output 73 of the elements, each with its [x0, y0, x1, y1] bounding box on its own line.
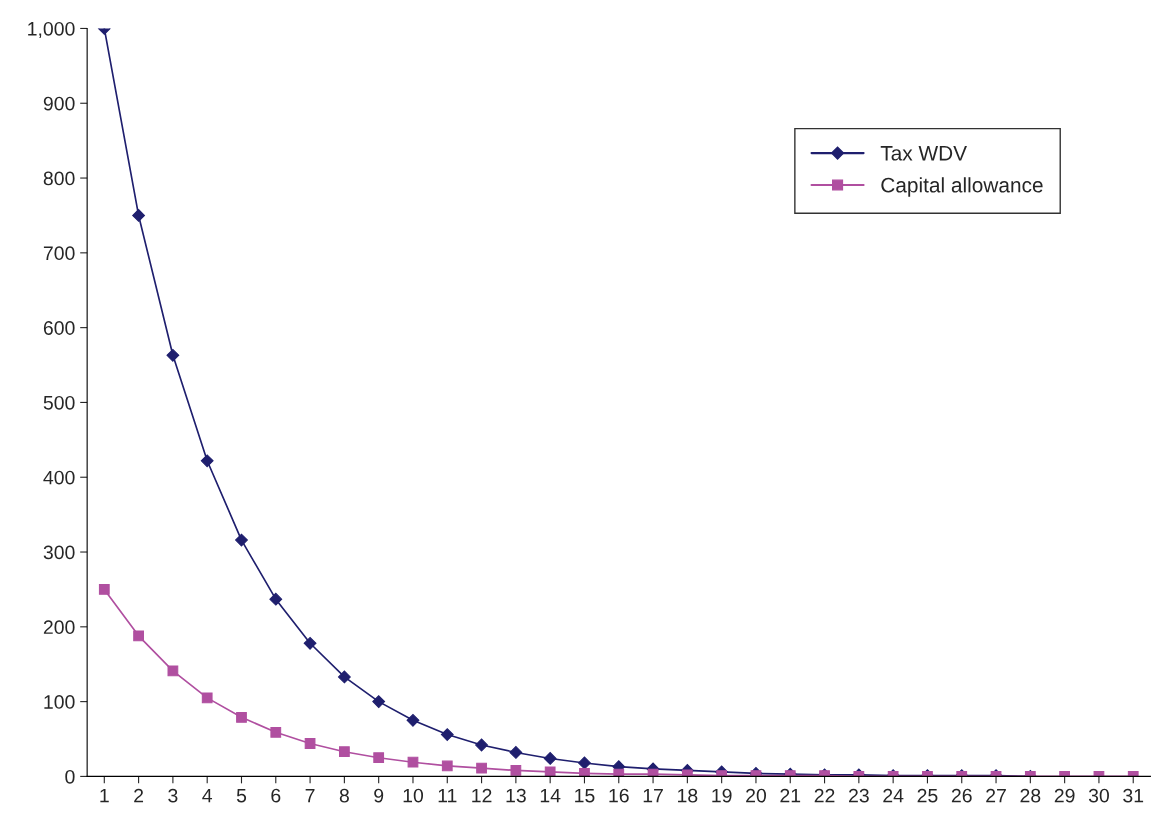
- point: [510, 765, 522, 776]
- point: [269, 592, 283, 606]
- x-tick-label: 7: [305, 788, 315, 803]
- point: [475, 738, 488, 752]
- point: [132, 209, 146, 222]
- point: [304, 738, 316, 749]
- y-tick-label: 600: [43, 321, 75, 335]
- x-tick-label: 10: [403, 788, 424, 803]
- x-tick-label: 21: [780, 788, 801, 803]
- point: [337, 670, 351, 684]
- x-tick-label: 12: [472, 788, 492, 803]
- y-tick-label: 100: [44, 695, 75, 709]
- point: [303, 636, 317, 650]
- point: [407, 756, 419, 768]
- legend-label: Capital allowance: [881, 177, 1043, 197]
- x-tick-label: 31: [1123, 788, 1144, 803]
- point: [440, 728, 454, 741]
- x-tick-label: 6: [271, 788, 281, 803]
- point: [543, 752, 557, 765]
- legend-label: Tax WDV: [880, 146, 967, 161]
- x-tick-label: 26: [951, 788, 972, 803]
- x-tick-label: 17: [643, 788, 663, 803]
- x-tick-label: 11: [438, 788, 457, 803]
- y-tick-label: 400: [43, 470, 75, 485]
- y-tick-label: 1,000: [28, 21, 75, 38]
- point: [372, 695, 386, 709]
- x-tick-label: 28: [1020, 788, 1041, 803]
- x-tick-label: 24: [883, 788, 904, 803]
- y-tick-label: 800: [43, 171, 75, 186]
- x-tick-label: 27: [986, 788, 1006, 803]
- y-tick-label: 700: [43, 246, 75, 261]
- point: [133, 630, 144, 642]
- x-tick-label: 14: [540, 788, 561, 803]
- x-tick-label: 19: [712, 788, 732, 803]
- x-tick-label: 2: [134, 788, 144, 803]
- y-tick-label: 300: [43, 545, 75, 560]
- x-tick-label: 18: [678, 788, 698, 803]
- x-tick-label: 1: [100, 788, 109, 803]
- point: [236, 711, 247, 723]
- point: [98, 584, 110, 595]
- y-tick-label: 900: [43, 96, 75, 111]
- point: [578, 756, 591, 770]
- point: [200, 454, 214, 468]
- y-tick-label: 500: [43, 395, 75, 410]
- point: [544, 766, 556, 777]
- x-tick-label: 9: [374, 788, 384, 803]
- point: [509, 746, 523, 759]
- y-tick-label: 200: [43, 620, 75, 635]
- point: [613, 768, 625, 777]
- x-tick-label: 16: [609, 788, 629, 803]
- x-tick-label: 25: [917, 788, 938, 803]
- x-tick-label: 30: [1088, 788, 1109, 803]
- x-tick-label: 13: [506, 788, 526, 803]
- point: [339, 746, 350, 758]
- point: [235, 533, 248, 547]
- x-tick-label: 5: [236, 788, 247, 803]
- x-tick-label: 8: [339, 788, 349, 803]
- point: [441, 760, 453, 772]
- x-tick-label: 4: [202, 788, 213, 803]
- x-tick-label: 15: [575, 788, 595, 803]
- point: [406, 713, 420, 727]
- x-tick-label: 20: [746, 788, 767, 803]
- point: [373, 752, 385, 764]
- x-tick-label: 22: [814, 788, 835, 803]
- point: [270, 726, 282, 738]
- y-tick-label: 0: [65, 769, 75, 784]
- point: [579, 768, 590, 777]
- x-tick-label: 23: [849, 788, 869, 803]
- point: [476, 762, 487, 774]
- point: [201, 692, 213, 704]
- x-tick-label: 29: [1054, 788, 1075, 803]
- point: [166, 348, 180, 362]
- x-tick-label: 3: [168, 788, 178, 803]
